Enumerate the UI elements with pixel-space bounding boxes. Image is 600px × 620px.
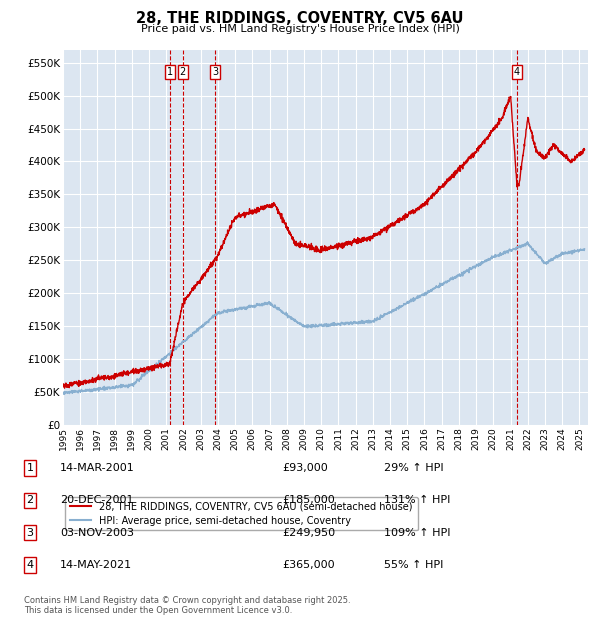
Text: 28, THE RIDDINGS, COVENTRY, CV5 6AU: 28, THE RIDDINGS, COVENTRY, CV5 6AU xyxy=(136,11,464,25)
Text: £185,000: £185,000 xyxy=(282,495,335,505)
Text: 1: 1 xyxy=(167,67,173,77)
Text: 109% ↑ HPI: 109% ↑ HPI xyxy=(384,528,451,538)
Text: 2: 2 xyxy=(179,67,186,77)
Text: 14-MAR-2001: 14-MAR-2001 xyxy=(60,463,135,473)
Text: 03-NOV-2003: 03-NOV-2003 xyxy=(60,528,134,538)
Text: £365,000: £365,000 xyxy=(282,560,335,570)
Text: 2: 2 xyxy=(26,495,34,505)
Text: 4: 4 xyxy=(26,560,34,570)
Text: Price paid vs. HM Land Registry's House Price Index (HPI): Price paid vs. HM Land Registry's House … xyxy=(140,24,460,33)
Text: 4: 4 xyxy=(514,67,520,77)
Text: 20-DEC-2001: 20-DEC-2001 xyxy=(60,495,133,505)
Text: 3: 3 xyxy=(212,67,218,77)
Text: 29% ↑ HPI: 29% ↑ HPI xyxy=(384,463,443,473)
Text: 3: 3 xyxy=(26,528,34,538)
Text: £93,000: £93,000 xyxy=(282,463,328,473)
Text: Contains HM Land Registry data © Crown copyright and database right 2025.
This d: Contains HM Land Registry data © Crown c… xyxy=(24,596,350,615)
Legend: 28, THE RIDDINGS, COVENTRY, CV5 6AU (semi-detached house), HPI: Average price, s: 28, THE RIDDINGS, COVENTRY, CV5 6AU (sem… xyxy=(65,497,418,531)
Text: 14-MAY-2021: 14-MAY-2021 xyxy=(60,560,132,570)
Text: 55% ↑ HPI: 55% ↑ HPI xyxy=(384,560,443,570)
Text: 131% ↑ HPI: 131% ↑ HPI xyxy=(384,495,451,505)
Text: £249,950: £249,950 xyxy=(282,528,335,538)
Text: 1: 1 xyxy=(26,463,34,473)
